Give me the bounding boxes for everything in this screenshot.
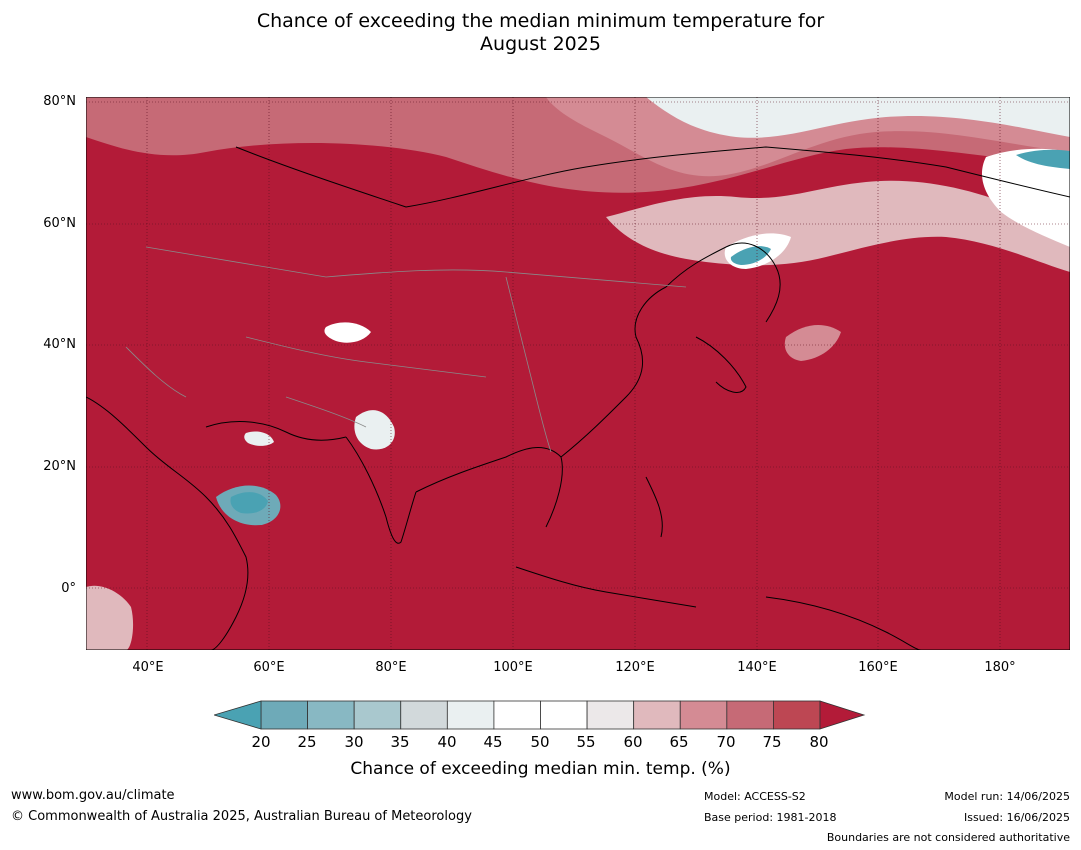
- colorbar-tick-80: 80: [809, 733, 829, 751]
- colorbar-tick-40: 40: [437, 733, 457, 751]
- lat-label-60n: 60°N: [43, 216, 76, 231]
- colorbar-under-triangle: [214, 700, 262, 730]
- coastlines: [86, 146, 1070, 650]
- map-canvas: [86, 97, 1070, 650]
- colorbar-cell: [400, 700, 448, 730]
- map-title: Chance of exceeding the median minimum t…: [0, 10, 1081, 56]
- chukotka-blue-patch: [1016, 149, 1070, 169]
- lat-label-20n: 20°N: [43, 459, 76, 474]
- issued-text: Issued: 16/06/2025: [963, 811, 1070, 824]
- lon-label-100e: 100°E: [493, 660, 533, 675]
- colorbar-tick-60: 60: [623, 733, 643, 751]
- lon-label-120e: 120°E: [615, 660, 655, 675]
- model-text: Model: ACCESS-S2: [704, 790, 806, 803]
- lat-label-0: 0°: [61, 581, 76, 596]
- graticule: [86, 97, 1070, 650]
- lon-label-40e: 40°E: [132, 660, 164, 675]
- lat-label-40n: 40°N: [43, 337, 76, 352]
- lon-label-80e: 80°E: [375, 660, 407, 675]
- model-run-text: Model run: 14/06/2025: [944, 790, 1070, 803]
- colorbar-cell: [540, 700, 588, 730]
- base-period-text: Base period: 1981-2018: [704, 811, 837, 824]
- colorbar-tick-65: 65: [669, 733, 689, 751]
- copyright-text: © Commonwealth of Australia 2025, Austra…: [11, 809, 472, 824]
- title-line-2: August 2025: [480, 33, 601, 55]
- colorbar-tick-75: 75: [762, 733, 782, 751]
- title-line-1: Chance of exceeding the median minimum t…: [256, 10, 825, 32]
- chukotka-white-patch: [981, 148, 1070, 247]
- persian-gulf-white-patch: [244, 431, 274, 446]
- colorbar-over-triangle: [819, 700, 866, 730]
- country-borders: [125, 246, 687, 453]
- tibet-white-patch: [354, 410, 395, 450]
- japan-east-patch: [784, 325, 841, 361]
- colorbar-cell: [679, 700, 728, 730]
- colorbar-cell: [726, 700, 774, 730]
- colorbar-cell: [353, 700, 402, 730]
- disclaimer-text: Boundaries are not considered authoritat…: [826, 831, 1070, 844]
- lon-label-180: 180°: [984, 660, 1016, 675]
- central-asia-white-patch: [324, 322, 371, 343]
- colorbar-cell: [633, 700, 681, 730]
- colorbar-cell: [773, 700, 821, 730]
- northeast-white-patch: [646, 97, 1070, 138]
- colorbar-cell: [307, 700, 355, 730]
- colorbar-cells: [260, 700, 821, 730]
- colorbar-cell: [446, 700, 495, 730]
- lat-label-80n: 80°N: [43, 94, 76, 109]
- colorbar-cell: [260, 700, 308, 730]
- colorbar-title: Chance of exceeding median min. temp. (%…: [350, 759, 731, 779]
- colorbar-cell: [493, 700, 541, 730]
- probability-map: [86, 97, 1070, 650]
- colorbar-tick-45: 45: [483, 733, 503, 751]
- colorbar-tick-25: 25: [297, 733, 317, 751]
- africa-white-patch: [86, 585, 134, 650]
- colorbar: [214, 700, 866, 730]
- colorbar-tick-55: 55: [576, 733, 596, 751]
- colorbar-cell: [586, 700, 635, 730]
- arabian-sea-blue-core: [230, 492, 268, 514]
- colorbar-tick-50: 50: [530, 733, 550, 751]
- colorbar-tick-70: 70: [716, 733, 736, 751]
- colorbar-tick-30: 30: [344, 733, 364, 751]
- lon-label-160e: 160°E: [858, 660, 898, 675]
- lon-label-140e: 140°E: [737, 660, 777, 675]
- okhotsk-blue-patch: [730, 246, 771, 265]
- website-link[interactable]: www.bom.gov.au/climate: [11, 788, 175, 803]
- lon-label-60e: 60°E: [253, 660, 285, 675]
- colorbar-tick-35: 35: [390, 733, 410, 751]
- colorbar-tick-20: 20: [251, 733, 271, 751]
